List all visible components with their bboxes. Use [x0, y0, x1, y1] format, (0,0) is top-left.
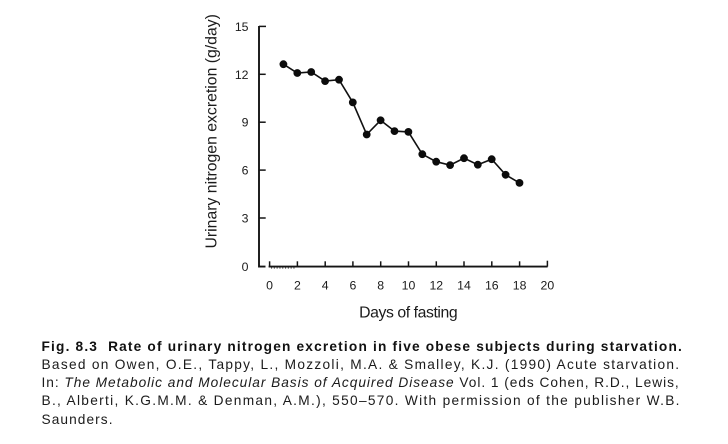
svg-text:6: 6 — [349, 279, 356, 293]
svg-text:14: 14 — [457, 279, 471, 293]
svg-text:15: 15 — [235, 20, 249, 34]
svg-text:9: 9 — [242, 116, 249, 130]
svg-text:12: 12 — [235, 68, 249, 82]
svg-text:2: 2 — [294, 279, 301, 293]
svg-text:0: 0 — [266, 279, 273, 293]
svg-text:Urinary nitrogen excretion (g/: Urinary nitrogen excretion (g/day) — [203, 14, 220, 248]
svg-text:12: 12 — [429, 279, 443, 293]
svg-text:10: 10 — [402, 279, 416, 293]
svg-text:0: 0 — [242, 260, 249, 274]
svg-text:3: 3 — [242, 212, 249, 226]
svg-text:Days of fasting: Days of fasting — [359, 305, 457, 322]
svg-text:16: 16 — [485, 279, 499, 293]
svg-text:4: 4 — [322, 279, 329, 293]
svg-text:20: 20 — [541, 279, 555, 293]
svg-text:18: 18 — [513, 279, 527, 293]
svg-text:8: 8 — [377, 279, 384, 293]
svg-text:6: 6 — [242, 164, 249, 178]
